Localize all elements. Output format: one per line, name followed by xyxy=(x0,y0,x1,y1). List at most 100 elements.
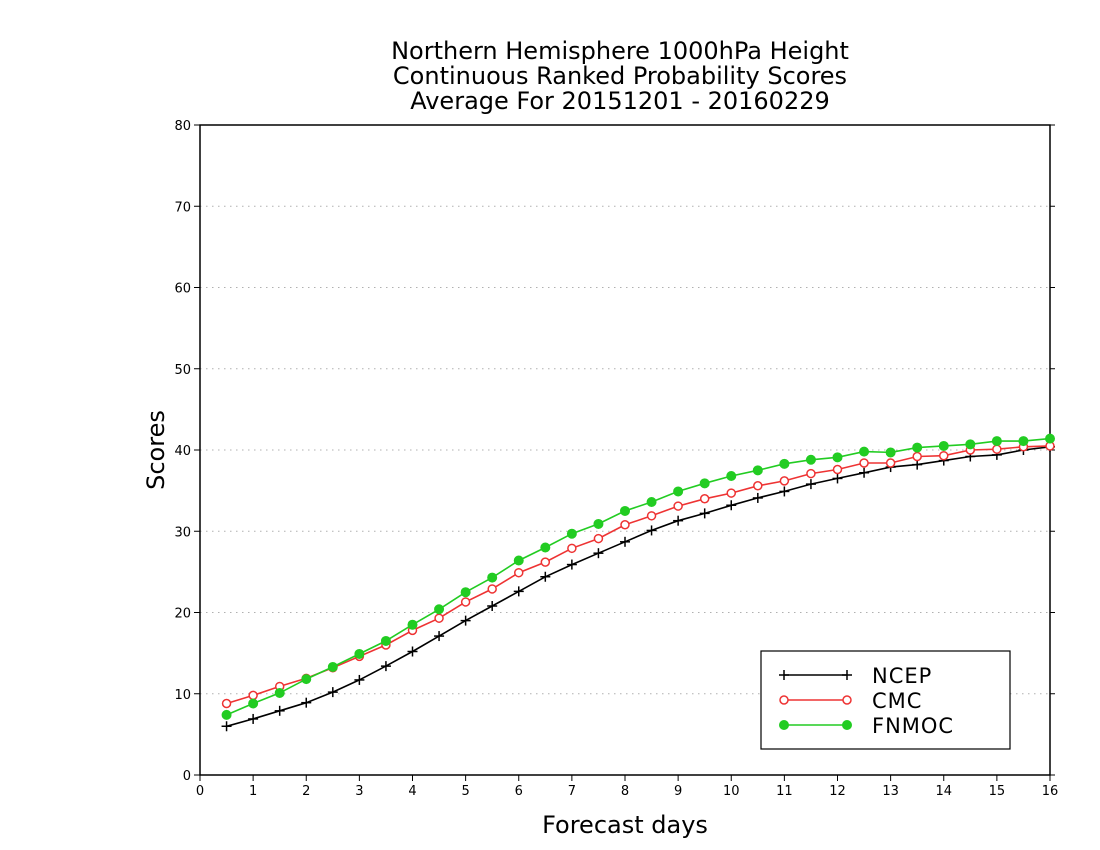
data-point-fnmoc xyxy=(593,518,604,529)
y-tick-label: 70 xyxy=(174,200,191,215)
data-point-cmc xyxy=(540,557,551,567)
legend-item-cmc: CMC xyxy=(779,689,922,713)
series-ncep xyxy=(221,441,1055,732)
gridlines xyxy=(200,205,1050,695)
data-point-fnmoc xyxy=(859,446,870,457)
data-point-cmc xyxy=(939,450,949,461)
data-point-ncep xyxy=(752,492,763,503)
data-point-cmc xyxy=(726,488,736,498)
data-point-fnmoc xyxy=(513,555,524,566)
data-point-cmc xyxy=(460,597,471,607)
x-tick-label: 9 xyxy=(674,784,682,799)
legend-label-fnmoc: FNMOC xyxy=(872,714,954,738)
data-point-cmc xyxy=(514,567,524,578)
legend-label-cmc: CMC xyxy=(872,689,922,713)
data-point-cmc xyxy=(593,533,604,544)
data-point-ncep xyxy=(274,705,285,716)
data-point-fnmoc xyxy=(1018,436,1029,447)
data-point-fnmoc xyxy=(354,648,365,659)
y-tick-label: 50 xyxy=(174,363,191,378)
data-point-ncep xyxy=(566,559,577,570)
y-axis: 0 10 20 30 40 50 60 70 80 xyxy=(174,119,1055,784)
data-point-ncep xyxy=(646,525,657,536)
chart-title-line: Average For 20151201 - 20160229 xyxy=(410,87,830,115)
y-tick-label: 30 xyxy=(174,525,191,540)
x-tick-label: 8 xyxy=(621,784,629,799)
data-point-fnmoc xyxy=(726,471,737,481)
data-point-cmc xyxy=(779,476,790,486)
data-point-ncep xyxy=(699,508,710,519)
legend-marker xyxy=(842,695,852,705)
data-point-fnmoc xyxy=(327,661,338,672)
data-point-cmc xyxy=(487,584,497,594)
y-tick-label: 10 xyxy=(174,688,191,703)
legend-label-ncep: NCEP xyxy=(872,664,932,688)
data-point-cmc xyxy=(832,464,843,475)
data-point-ncep xyxy=(434,631,445,642)
legend-marker xyxy=(779,720,789,730)
x-tick-label: 15 xyxy=(989,784,1006,799)
data-point-ncep xyxy=(726,500,737,511)
data-point-fnmoc xyxy=(1045,433,1055,444)
x-axis: 0 1 2 3 4 5 6 7 8 9 10 11 12 13 14 15 16 xyxy=(196,775,1058,799)
data-point-fnmoc xyxy=(274,687,285,698)
data-point-fnmoc xyxy=(991,436,1002,447)
data-point-fnmoc xyxy=(460,587,471,598)
y-tick-label: 40 xyxy=(174,444,191,459)
data-point-ncep xyxy=(460,615,471,626)
data-point-ncep xyxy=(221,721,232,732)
y-tick-label: 80 xyxy=(174,119,191,134)
x-tick-label: 3 xyxy=(355,784,363,799)
data-point-cmc xyxy=(620,520,630,530)
data-point-fnmoc xyxy=(620,505,630,516)
data-point-fnmoc xyxy=(832,452,843,463)
series-cmc xyxy=(221,441,1055,709)
data-point-cmc xyxy=(753,481,763,491)
x-tick-label: 12 xyxy=(829,784,846,799)
data-point-ncep xyxy=(540,571,551,582)
data-point-cmc xyxy=(859,458,869,468)
y-tick-label: 20 xyxy=(174,607,191,622)
data-point-fnmoc xyxy=(805,454,816,465)
series-fnmoc xyxy=(221,433,1055,720)
data-point-fnmoc xyxy=(487,572,498,583)
x-tick-label: 2 xyxy=(302,784,310,799)
data-point-cmc xyxy=(673,501,683,511)
data-point-fnmoc xyxy=(248,698,259,709)
data-point-cmc xyxy=(806,468,816,479)
data-point-ncep xyxy=(805,479,816,490)
x-tick-label: 16 xyxy=(1042,784,1059,799)
x-tick-label: 11 xyxy=(776,784,793,799)
data-point-cmc xyxy=(699,494,710,504)
legend-marker xyxy=(779,670,789,680)
x-tick-label: 7 xyxy=(568,784,576,799)
data-point-ncep xyxy=(327,687,338,698)
x-tick-label: 0 xyxy=(196,784,204,799)
x-tick-label: 6 xyxy=(515,784,523,799)
legend-item-fnmoc: FNMOC xyxy=(779,714,954,738)
data-point-ncep xyxy=(487,601,498,611)
data-point-fnmoc xyxy=(912,442,923,453)
series-layer xyxy=(221,433,1055,732)
data-point-fnmoc xyxy=(434,604,445,615)
data-point-ncep xyxy=(673,515,684,526)
chart-title-line: Continuous Ranked Probability Scores xyxy=(393,62,847,90)
x-axis-label: Forecast days xyxy=(542,811,708,839)
chart-title: Northern Hemisphere 1000hPa HeightContin… xyxy=(391,37,849,115)
data-point-ncep xyxy=(859,467,870,478)
data-point-fnmoc xyxy=(221,709,232,720)
data-point-ncep xyxy=(354,674,365,685)
data-point-ncep xyxy=(912,459,923,470)
legend-marker xyxy=(842,670,852,680)
data-point-ncep xyxy=(593,548,604,559)
x-tick-label: 4 xyxy=(408,784,416,799)
data-point-fnmoc xyxy=(965,439,976,450)
data-point-ncep xyxy=(513,586,524,597)
x-tick-label: 13 xyxy=(882,784,899,799)
data-point-ncep xyxy=(380,661,391,672)
data-point-fnmoc xyxy=(779,458,790,469)
data-point-fnmoc xyxy=(540,542,551,553)
legend-item-ncep: NCEP xyxy=(779,664,932,688)
data-point-fnmoc xyxy=(673,486,684,497)
